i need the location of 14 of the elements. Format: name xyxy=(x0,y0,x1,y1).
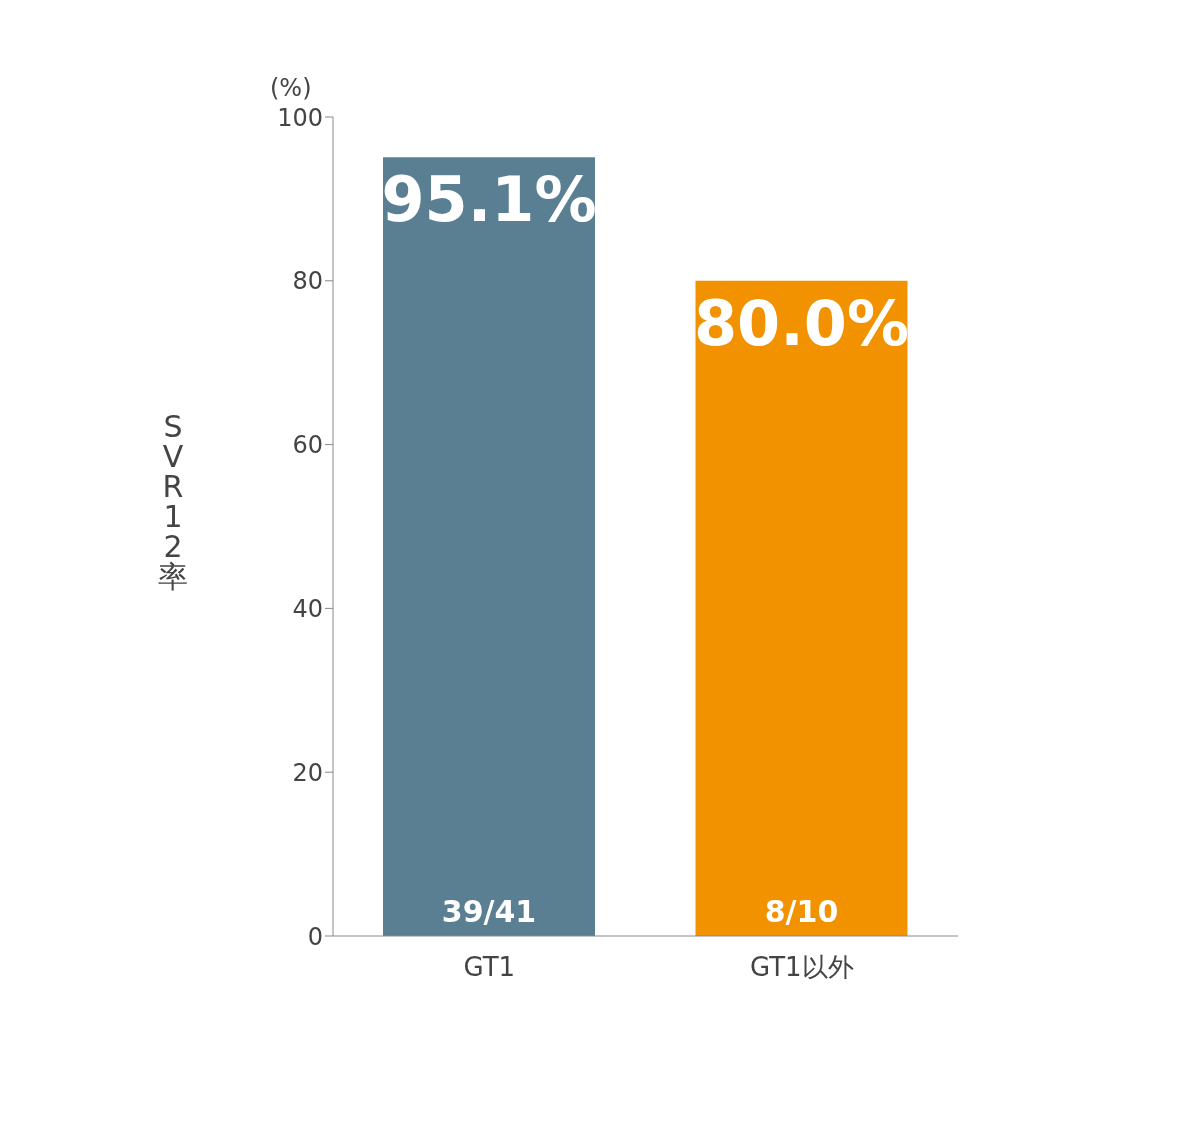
y-tick-label: 80 xyxy=(292,267,323,296)
y-tick-label: 20 xyxy=(292,758,323,787)
y-tick-label: 60 xyxy=(292,431,323,460)
data-label: 95.1% xyxy=(381,163,597,237)
annotation: 8/10 xyxy=(764,894,839,929)
text: (%) xyxy=(270,74,312,102)
x-tick-label: GT1 xyxy=(463,952,516,983)
data-label: 80.0% xyxy=(693,286,910,360)
x-tick-label: GT1以外 xyxy=(749,952,854,983)
y-tick-label: 40 xyxy=(292,594,323,623)
y-tick-label: 100 xyxy=(277,103,323,132)
y-axis-title: SVR12率 xyxy=(158,408,188,594)
y-tick-label: 0 xyxy=(307,922,323,951)
annotation: 39/41 xyxy=(441,894,537,929)
